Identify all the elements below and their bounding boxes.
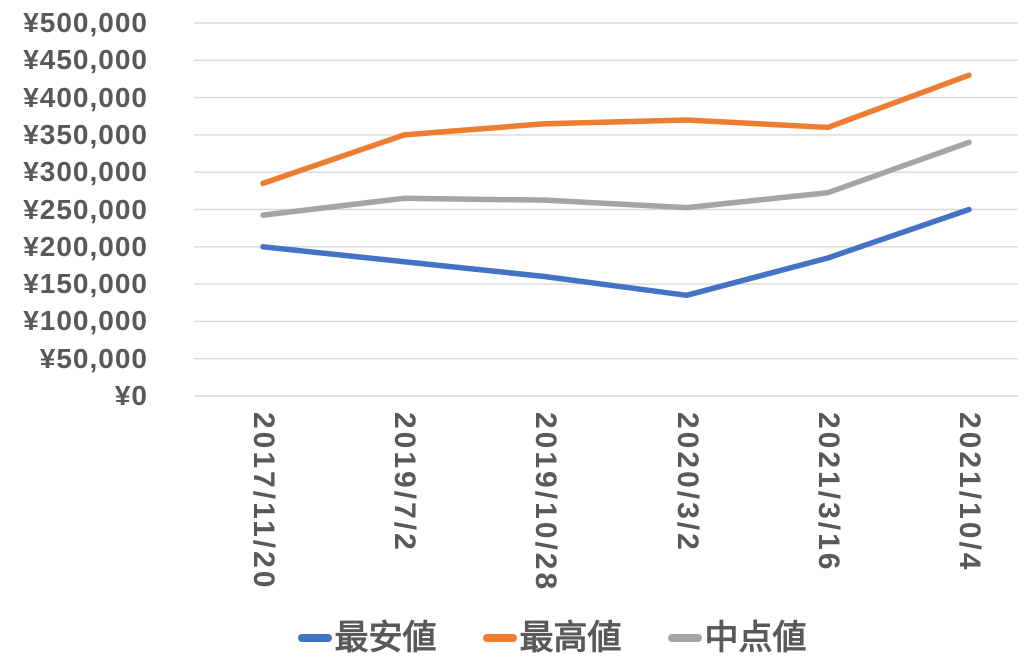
- y-axis-tick-label: ¥250,000: [23, 193, 148, 225]
- legend-item-midpoint-price: 中点値: [667, 618, 807, 658]
- legend-item-highest-price: 最高値: [482, 618, 622, 658]
- legend-label: 最高値: [519, 619, 622, 657]
- legend-label: 中点値: [704, 619, 807, 657]
- y-axis: ¥500,000 ¥450,000 ¥400,000 ¥350,000 ¥300,000…: [0, 0, 148, 420]
- legend-dash-icon: [667, 634, 702, 642]
- series-line-highest-price: [260, 72, 972, 187]
- legend: 最安値 最高値 中点値: [0, 618, 1024, 658]
- legend-label: 最安値: [334, 619, 437, 657]
- y-axis-tick-label: ¥50,000: [39, 342, 148, 374]
- y-axis-tick-label: ¥100,000: [23, 305, 148, 337]
- series-line-lowest-price: [260, 206, 972, 299]
- y-axis-tick-label: ¥200,000: [23, 230, 148, 262]
- y-axis-tick-label: ¥500,000: [23, 7, 148, 38]
- series-line-midpoint-price: [260, 139, 972, 218]
- legend-item-lowest-price: 最安値: [297, 618, 437, 658]
- y-axis-tick-label: ¥300,000: [23, 156, 148, 188]
- legend-dash-icon: [297, 634, 332, 642]
- y-axis-tick-label: ¥150,000: [23, 268, 148, 300]
- y-axis-tick-label: ¥400,000: [23, 81, 148, 113]
- y-axis-tick-label: ¥350,000: [23, 118, 148, 150]
- y-axis-tick-label: ¥0: [114, 380, 148, 411]
- y-axis-tick-label: ¥450,000: [23, 44, 148, 76]
- legend-dash-icon: [482, 634, 517, 642]
